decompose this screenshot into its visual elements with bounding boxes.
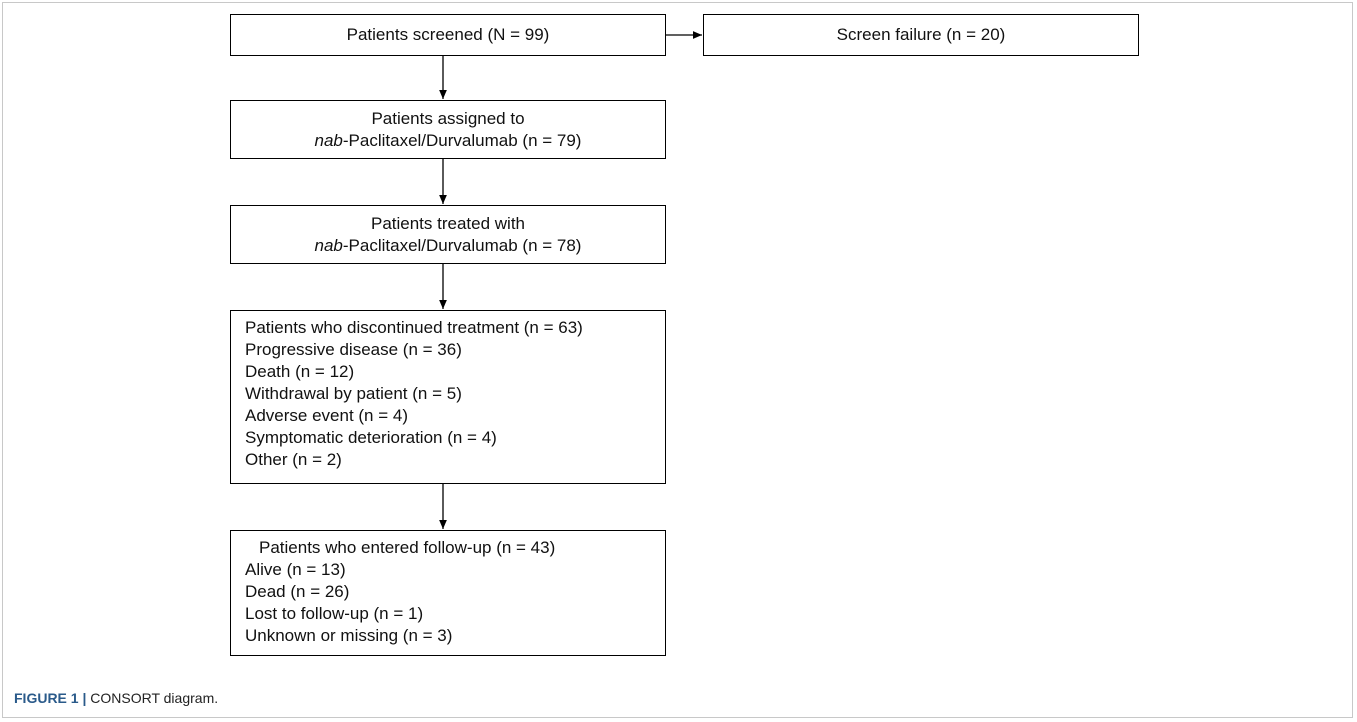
node-label: nab-Paclitaxel/Durvalumab (n = 79) (315, 130, 582, 152)
node-label: Patients screened (N = 99) (346, 25, 550, 44)
node-item: Withdrawal by patient (n = 5) (245, 384, 462, 403)
node-item: Alive (n = 13) (245, 560, 346, 579)
node-item: Death (n = 12) (245, 362, 355, 381)
node-label: Patients who entered follow-up (n = 43) (259, 538, 556, 557)
node: Patients treated with nab-Paclitaxel/Dur… (230, 205, 666, 264)
caption: FIGURE 1 | CONSORT diagram. (14, 690, 218, 706)
node-item: Adverse event (n = 4) (245, 406, 409, 425)
node-label: Screen failure (n = 20) (836, 25, 1006, 44)
node-item: Symptomatic deterioration (n = 4) (245, 428, 497, 447)
node: Patients who entered follow-up (n = 43) … (230, 530, 666, 656)
node-label: Patients assigned to (371, 108, 525, 128)
node: Patients who discontinued treatment (n =… (230, 310, 666, 484)
node-label: nab-Paclitaxel/Durvalumab (n = 78) (315, 235, 582, 257)
node-label: -Paclitaxel/Durvalumab (n = 79) (342, 130, 582, 150)
caption-text: CONSORT diagram. (90, 690, 219, 706)
node-item: Unknown or missing (n = 3) (245, 626, 453, 645)
drug-prefix: nab (314, 130, 343, 150)
node-item: Progressive disease (n = 36) (245, 340, 462, 359)
node-label: Patients who discontinued treatment (n =… (245, 318, 583, 337)
node-item: Dead (n = 26) (245, 582, 350, 601)
caption-label: FIGURE 1 | (14, 690, 87, 706)
drug-prefix: nab (314, 235, 343, 255)
node: Patients screened (N = 99) (230, 14, 666, 56)
node-label: -Paclitaxel/Durvalumab (n = 78) (342, 235, 582, 255)
node: Patients assigned to nab-Paclitaxel/Durv… (230, 100, 666, 159)
node-item: Other (n = 2) (245, 450, 342, 469)
node: Screen failure (n = 20) (703, 14, 1139, 56)
node-label: Patients treated with (370, 213, 526, 233)
node-item: Lost to follow-up (n = 1) (245, 604, 424, 623)
